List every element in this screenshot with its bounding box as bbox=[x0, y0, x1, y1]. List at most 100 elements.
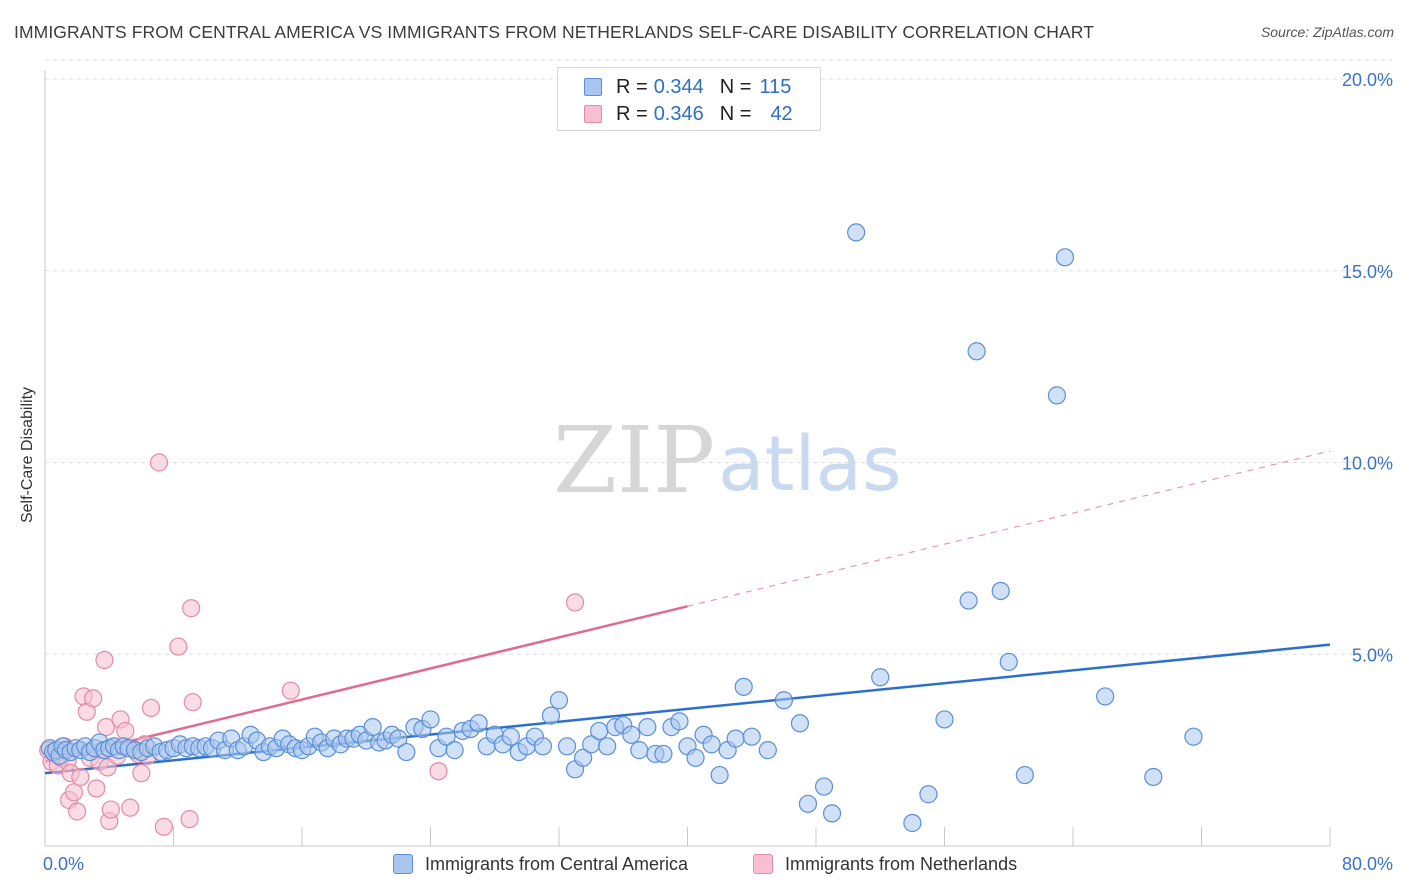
legend-swatch-blue bbox=[584, 78, 602, 96]
point-central-america bbox=[549, 691, 569, 710]
legend-label: Immigrants from Netherlands bbox=[785, 853, 1018, 874]
point-central-america bbox=[1047, 386, 1067, 405]
point-netherlands bbox=[182, 599, 201, 618]
legend-n-label: N = bbox=[719, 102, 752, 125]
point-central-america bbox=[774, 691, 793, 710]
point-central-america bbox=[541, 706, 561, 725]
point-central-america bbox=[935, 710, 954, 729]
legend-n-label: N = bbox=[719, 75, 752, 98]
axes bbox=[44, 70, 1331, 847]
point-central-america bbox=[421, 710, 440, 729]
point-central-america bbox=[1184, 727, 1203, 746]
point-netherlands bbox=[116, 721, 135, 741]
watermark-zip: ZIP bbox=[553, 407, 715, 514]
trend-line-netherlands bbox=[44, 605, 688, 763]
legend-r-label: R = bbox=[616, 102, 648, 125]
point-central-america bbox=[758, 741, 777, 760]
point-netherlands bbox=[64, 783, 84, 802]
point-netherlands bbox=[71, 767, 90, 787]
bottom-legend-central-america: Immigrants from Central America bbox=[393, 852, 688, 876]
point-central-america bbox=[967, 342, 986, 361]
point-central-america bbox=[630, 741, 649, 760]
data-points bbox=[39, 223, 1203, 836]
point-central-america bbox=[1096, 687, 1115, 706]
point-netherlands bbox=[121, 798, 140, 817]
point-central-america bbox=[822, 804, 842, 823]
point-netherlands bbox=[183, 693, 202, 712]
legend-label: Immigrants from Central America bbox=[425, 853, 689, 874]
tick-labels: 5.0% 10.0% 15.0% 20.0% 0.0% 80.0% bbox=[43, 70, 1393, 874]
point-central-america bbox=[533, 737, 553, 756]
point-central-america bbox=[903, 813, 922, 833]
legend-n-value: 42 bbox=[770, 102, 793, 125]
watermark-atlas: atlas bbox=[718, 419, 902, 508]
correlation-legend: R = 0.344 N = 115 R = 0.346 N = 42 bbox=[557, 67, 821, 131]
point-central-america bbox=[501, 727, 520, 746]
point-netherlands bbox=[87, 779, 106, 798]
legend-row-central-america: R = 0.344 N = 115 bbox=[584, 76, 791, 98]
point-central-america bbox=[871, 668, 890, 687]
point-netherlands bbox=[565, 593, 585, 612]
point-central-america bbox=[638, 718, 657, 737]
point-central-america bbox=[742, 727, 761, 746]
x-tick-label: 0.0% bbox=[43, 854, 84, 874]
point-central-america bbox=[363, 718, 382, 737]
point-central-america bbox=[702, 735, 721, 754]
point-netherlands bbox=[68, 802, 87, 821]
point-netherlands bbox=[95, 650, 114, 670]
y-tick-label: 10.0% bbox=[1342, 454, 1393, 474]
legend-swatch-blue bbox=[393, 854, 413, 874]
point-central-america bbox=[598, 737, 617, 756]
point-central-america bbox=[991, 581, 1010, 601]
point-central-america bbox=[654, 744, 673, 764]
legend-r-value: 0.344 bbox=[653, 75, 704, 98]
grid-lines bbox=[45, 59, 1392, 655]
legend-swatch-pink bbox=[753, 854, 773, 874]
point-central-america bbox=[734, 677, 753, 696]
point-central-america bbox=[469, 714, 488, 733]
x-tick-label: 80.0% bbox=[1342, 854, 1393, 874]
point-central-america bbox=[670, 712, 689, 731]
point-central-america bbox=[1055, 248, 1075, 267]
legend-n-value: 115 bbox=[759, 75, 792, 98]
point-central-america bbox=[1015, 765, 1034, 785]
point-central-america bbox=[710, 765, 729, 785]
point-central-america bbox=[389, 729, 408, 748]
y-tick-label: 20.0% bbox=[1342, 70, 1393, 90]
legend-r-label: R = bbox=[616, 75, 648, 98]
point-central-america bbox=[437, 727, 456, 746]
bottom-legend-netherlands: Immigrants from Netherlands bbox=[753, 852, 1017, 876]
point-central-america bbox=[814, 777, 834, 796]
y-tick-label: 15.0% bbox=[1342, 262, 1393, 282]
point-netherlands bbox=[101, 800, 120, 819]
point-netherlands bbox=[96, 718, 116, 737]
legend-swatch-pink bbox=[584, 105, 602, 123]
trend-line-extension-netherlands bbox=[687, 450, 1331, 607]
point-netherlands bbox=[169, 637, 188, 656]
point-central-america bbox=[397, 742, 416, 762]
point-netherlands bbox=[180, 810, 199, 829]
point-netherlands bbox=[281, 681, 300, 700]
point-netherlands bbox=[132, 764, 151, 783]
source-credit: Source: ZipAtlas.com bbox=[1260, 24, 1394, 40]
point-central-america bbox=[686, 748, 705, 767]
point-central-america bbox=[847, 223, 866, 242]
point-central-america bbox=[959, 591, 978, 610]
point-central-america bbox=[790, 714, 810, 733]
point-central-america bbox=[919, 785, 938, 804]
watermark: ZIP atlas bbox=[553, 407, 902, 514]
point-central-america bbox=[573, 748, 593, 767]
point-central-america bbox=[622, 725, 641, 744]
chart-title: IMMIGRANTS FROM CENTRAL AMERICA VS IMMIG… bbox=[14, 22, 1095, 42]
y-tick-label: 5.0% bbox=[1352, 645, 1393, 665]
point-central-america bbox=[557, 737, 577, 756]
point-netherlands bbox=[429, 762, 448, 781]
point-central-america bbox=[445, 741, 464, 760]
point-central-america bbox=[798, 794, 818, 813]
point-netherlands bbox=[84, 689, 103, 708]
point-central-america bbox=[726, 729, 745, 748]
point-central-america bbox=[999, 652, 1018, 672]
point-central-america bbox=[1144, 767, 1163, 787]
legend-row-netherlands: R = 0.346 N = 42 bbox=[584, 103, 793, 125]
